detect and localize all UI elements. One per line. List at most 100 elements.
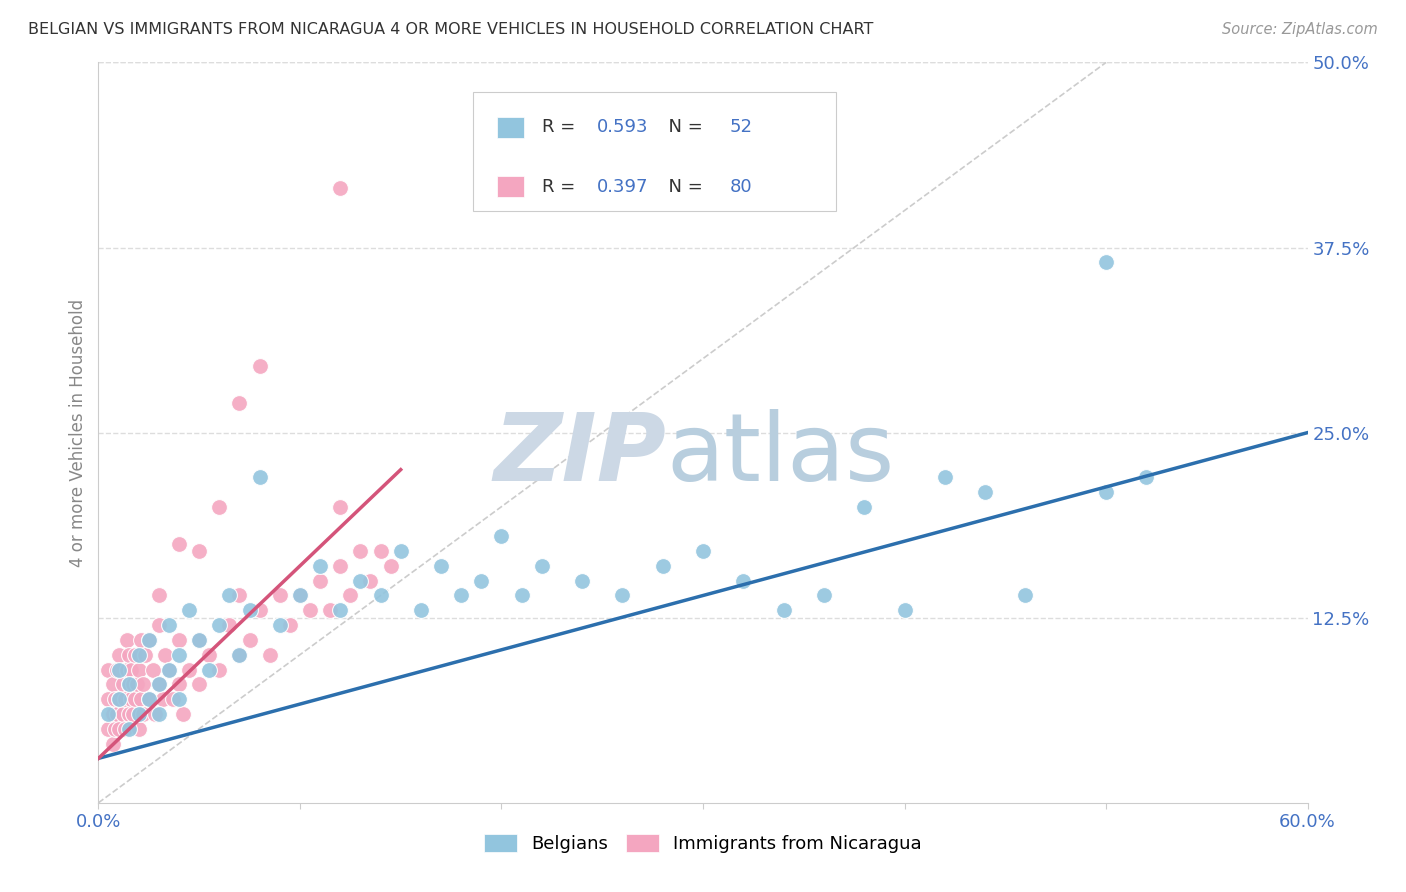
FancyBboxPatch shape (498, 176, 524, 197)
Point (389, 544, 412, 558)
Point (208, 618, 231, 632)
Legend: Belgians, Immigrants from Nicaragua: Belgians, Immigrants from Nicaragua (477, 827, 929, 861)
Point (1095, 255, 1118, 269)
Point (249, 359, 271, 373)
Point (733, 574, 755, 588)
Point (97, 692, 120, 706)
Point (188, 632, 211, 647)
Point (128, 706, 150, 721)
Point (120, 663, 142, 677)
Point (288, 589, 311, 603)
Point (97, 722, 120, 736)
FancyBboxPatch shape (474, 92, 837, 211)
Point (239, 632, 262, 647)
Point (249, 603, 271, 617)
Point (129, 632, 152, 647)
Point (188, 677, 211, 691)
Point (101, 706, 124, 721)
Point (329, 603, 352, 617)
Point (97, 663, 120, 677)
Text: ZIP: ZIP (494, 409, 666, 500)
Point (128, 648, 150, 662)
Point (1014, 589, 1036, 603)
Point (138, 632, 160, 647)
Point (278, 618, 301, 632)
Point (134, 648, 156, 662)
Point (115, 663, 138, 677)
Point (380, 558, 402, 573)
Point (107, 692, 129, 706)
Point (148, 677, 170, 691)
Point (218, 618, 240, 632)
Point (269, 589, 291, 603)
Point (103, 692, 125, 706)
Point (360, 574, 382, 588)
Point (409, 603, 432, 617)
Point (121, 677, 143, 691)
Point (450, 589, 472, 603)
Point (118, 706, 141, 721)
Point (228, 589, 250, 603)
Point (132, 677, 155, 691)
Point (510, 589, 533, 603)
Point (107, 663, 129, 677)
Point (309, 574, 332, 588)
Point (118, 677, 141, 691)
Point (167, 632, 190, 647)
Point (157, 663, 180, 677)
Point (853, 500, 876, 514)
Point (101, 677, 124, 691)
Point (299, 603, 322, 617)
Point (179, 663, 201, 677)
Point (124, 692, 146, 706)
Point (228, 396, 250, 410)
Point (118, 677, 141, 691)
Point (491, 529, 513, 543)
Point (114, 692, 136, 706)
Point (107, 648, 129, 662)
Y-axis label: 4 or more Vehicles in Household: 4 or more Vehicles in Household (69, 299, 87, 566)
Point (813, 589, 835, 603)
Point (105, 663, 128, 677)
Text: 52: 52 (730, 119, 752, 136)
Point (125, 677, 148, 691)
Point (651, 558, 673, 573)
Text: N =: N = (657, 178, 709, 195)
FancyBboxPatch shape (498, 117, 524, 138)
Text: 0.397: 0.397 (596, 178, 648, 195)
Point (934, 470, 956, 484)
Point (107, 692, 129, 706)
Point (339, 589, 361, 603)
Point (129, 692, 152, 706)
Point (309, 558, 332, 573)
Point (148, 618, 170, 632)
Point (319, 603, 342, 617)
Text: Source: ZipAtlas.com: Source: ZipAtlas.com (1222, 22, 1378, 37)
Point (430, 558, 453, 573)
Point (228, 648, 250, 662)
Point (118, 722, 141, 736)
Point (157, 618, 180, 632)
Point (148, 589, 170, 603)
Point (172, 706, 194, 721)
Point (772, 603, 794, 617)
Point (162, 692, 184, 706)
Point (107, 722, 129, 736)
Point (329, 558, 352, 573)
Point (329, 181, 352, 195)
Point (349, 544, 371, 558)
Point (105, 706, 128, 721)
Point (269, 618, 291, 632)
Text: 0.593: 0.593 (596, 119, 648, 136)
Point (1095, 484, 1118, 499)
Point (329, 500, 352, 514)
Point (167, 648, 190, 662)
Point (370, 589, 392, 603)
Point (153, 648, 176, 662)
Point (198, 648, 221, 662)
Text: R =: R = (543, 119, 581, 136)
Point (128, 722, 150, 736)
Point (188, 632, 211, 647)
Point (111, 706, 134, 721)
Point (198, 663, 221, 677)
